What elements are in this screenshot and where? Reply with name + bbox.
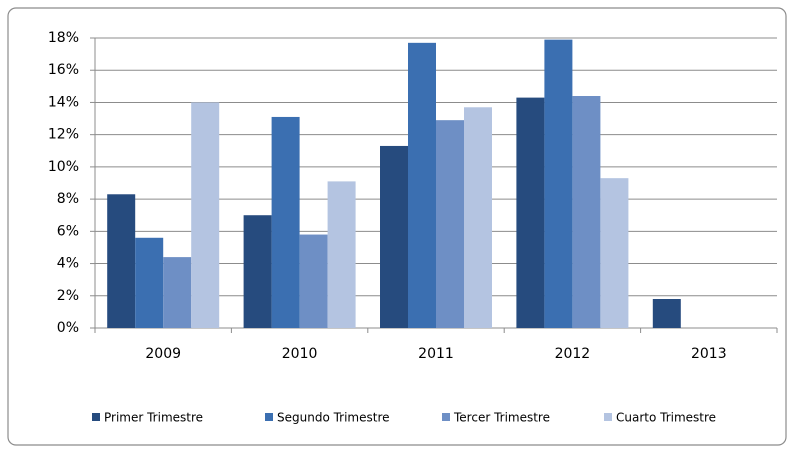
legend-swatch [92,413,100,421]
y-tick-label: 10% [48,159,79,175]
x-tick-label: 2011 [418,346,454,362]
legend-label: Segundo Trimestre [277,411,390,425]
legend-label: Primer Trimestre [104,411,203,425]
legend-swatch [442,413,450,421]
y-tick-label: 2% [57,288,79,304]
bar [544,39,573,328]
bar [271,116,300,328]
x-tick-label: 2010 [282,346,318,362]
bar [600,178,629,328]
bar [652,299,681,328]
legend-label: Cuarto Trimestre [616,411,716,425]
y-tick-label: 8% [57,191,79,207]
x-tick-label: 2012 [555,346,591,362]
bar [516,97,545,328]
bar [107,194,136,328]
legend-swatch [265,413,273,421]
bar [135,237,164,328]
bar [572,96,601,328]
y-tick-label: 0% [57,320,79,336]
y-tick-label: 6% [57,223,79,239]
bar [408,42,436,328]
y-tick-label: 14% [48,94,79,110]
bar [163,257,192,328]
y-tick-label: 12% [48,127,79,143]
bar [464,107,492,329]
y-tick-label: 18% [48,30,79,46]
y-tick-label: 16% [48,62,79,78]
bar [327,181,356,328]
bar [299,234,328,328]
x-tick-label: 2013 [691,346,727,362]
y-tick-label: 4% [57,256,79,272]
x-tick-label: 2009 [145,346,181,362]
bar [191,102,220,328]
bar [380,145,408,328]
bar [436,120,464,329]
bar [243,215,272,328]
legend-label: Tercer Trimestre [453,411,550,425]
legend-swatch [604,413,612,421]
